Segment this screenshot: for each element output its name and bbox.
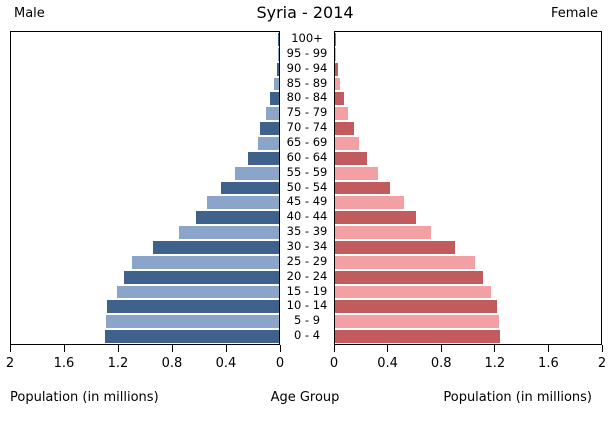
x-tick-label: 1.6 — [53, 356, 75, 371]
female-bar-100+ — [335, 33, 336, 46]
male-bar-85-89 — [274, 77, 279, 91]
x-tick-label: 1.2 — [484, 356, 506, 371]
x-tick-mark — [387, 345, 389, 352]
x-tick-label: 0.4 — [377, 356, 398, 371]
age-group-label: 100+ — [291, 31, 323, 45]
age-group-label: 55 - 59 — [286, 164, 328, 179]
age-group-label: 35 - 39 — [286, 224, 328, 239]
male-bar-55-59 — [234, 166, 279, 180]
x-tick-label: 1.6 — [538, 356, 559, 371]
female-bar-10-14 — [335, 300, 498, 314]
male-bar-75-79 — [265, 107, 279, 121]
male-bar-40-44 — [195, 211, 279, 225]
age-group-label: 80 - 84 — [286, 90, 328, 105]
age-group-label: 60 - 64 — [286, 149, 328, 164]
male-bar-5-9 — [106, 315, 279, 329]
age-group-label: 45 - 49 — [286, 194, 328, 209]
age-group-axis: 100+ 95 - 99 90 - 94 85 - 89 80 - 84 75 - 79 7… — [280, 31, 334, 345]
age-group-label: 75 - 79 — [286, 105, 328, 120]
male-bar-70-74 — [260, 122, 279, 135]
age-group-label: 0 - 4 — [293, 328, 321, 343]
chart-title: Syria - 2014 — [256, 3, 354, 22]
female-axis-title: Population (in millions) — [443, 390, 592, 405]
age-group-label: 50 - 54 — [286, 179, 328, 194]
female-bar-65-69 — [335, 137, 359, 150]
x-tick-mark — [333, 345, 335, 352]
female-bar-15-19 — [335, 285, 491, 299]
x-tick-label: 0.8 — [161, 356, 183, 371]
male-bar-10-14 — [107, 300, 279, 314]
male-bar-45-49 — [206, 196, 279, 210]
x-tick-label: 0.4 — [215, 356, 237, 371]
x-tick-label: 0 — [329, 356, 339, 371]
male-bar-100+ — [278, 33, 279, 46]
x-tick-mark — [440, 345, 442, 352]
x-tick-mark — [225, 345, 227, 352]
age-group-label: 30 - 34 — [286, 239, 328, 253]
x-tick-mark — [63, 345, 65, 352]
female-bar-95-99 — [335, 47, 336, 61]
female-side-label: Female — [550, 6, 598, 21]
female-bar-85-89 — [335, 77, 341, 91]
age-group-label: 65 - 69 — [286, 135, 328, 149]
male-bar-20-24 — [123, 270, 279, 284]
female-bar-20-24 — [335, 270, 483, 284]
male-bar-80-84 — [269, 92, 279, 106]
female-bar-55-59 — [335, 166, 378, 180]
age-group-label: 20 - 24 — [286, 268, 328, 283]
female-bar-80-84 — [335, 92, 345, 106]
female-bar-5-9 — [335, 315, 499, 329]
age-group-label: 85 - 89 — [286, 75, 328, 90]
age-group-axis-title: Age Group — [270, 390, 340, 405]
female-bar-60-64 — [335, 151, 367, 165]
x-tick-label: 2 — [5, 356, 15, 371]
male-bar-60-64 — [248, 151, 279, 165]
male-bar-0-4 — [104, 330, 279, 343]
x-tick-mark — [494, 345, 496, 352]
female-bar-25-29 — [335, 255, 475, 269]
x-tick-mark — [117, 345, 119, 352]
female-bar-75-79 — [335, 107, 349, 121]
female-bar-90-94 — [335, 62, 338, 76]
x-tick-label: 2 — [597, 356, 607, 371]
x-tick-mark — [547, 345, 549, 352]
female-bar-70-74 — [335, 122, 354, 135]
age-group-label: 10 - 14 — [286, 298, 328, 313]
male-bar-95-99 — [278, 47, 279, 61]
x-tick-label: 0 — [275, 356, 285, 371]
age-group-label: 90 - 94 — [286, 60, 328, 75]
male-bar-35-39 — [178, 226, 279, 239]
male-bar-90-94 — [277, 62, 279, 76]
male-bar-25-29 — [131, 255, 279, 269]
female-bar-40-44 — [335, 211, 417, 225]
female-bar-0-4 — [335, 330, 500, 343]
male-axis-title: Population (in millions) — [10, 390, 159, 405]
male-bar-50-54 — [221, 181, 279, 195]
x-tick-mark — [279, 345, 281, 352]
age-group-label: 25 - 29 — [286, 253, 328, 268]
age-group-label: 5 - 9 — [293, 313, 321, 328]
male-bar-65-69 — [257, 137, 279, 150]
male-bar-30-34 — [153, 241, 279, 254]
female-bar-45-49 — [335, 196, 405, 210]
male-bar-15-19 — [116, 285, 279, 299]
age-group-label: 70 - 74 — [286, 120, 328, 135]
age-group-label: 15 - 19 — [286, 283, 328, 298]
age-group-label: 95 - 99 — [286, 45, 328, 60]
x-tick-mark — [9, 345, 11, 352]
female-bar-50-54 — [335, 181, 390, 195]
female-bar-30-34 — [335, 241, 455, 254]
age-group-label: 40 - 44 — [286, 209, 328, 224]
x-tick-label: 1.2 — [107, 356, 129, 371]
x-tick-label: 0.8 — [430, 356, 452, 371]
x-tick-mark — [601, 345, 603, 352]
female-bar-35-39 — [335, 226, 431, 239]
male-side-label: Male — [14, 6, 45, 21]
female-plot-area — [334, 31, 602, 345]
x-tick-mark — [171, 345, 173, 352]
male-plot-area — [10, 31, 280, 345]
